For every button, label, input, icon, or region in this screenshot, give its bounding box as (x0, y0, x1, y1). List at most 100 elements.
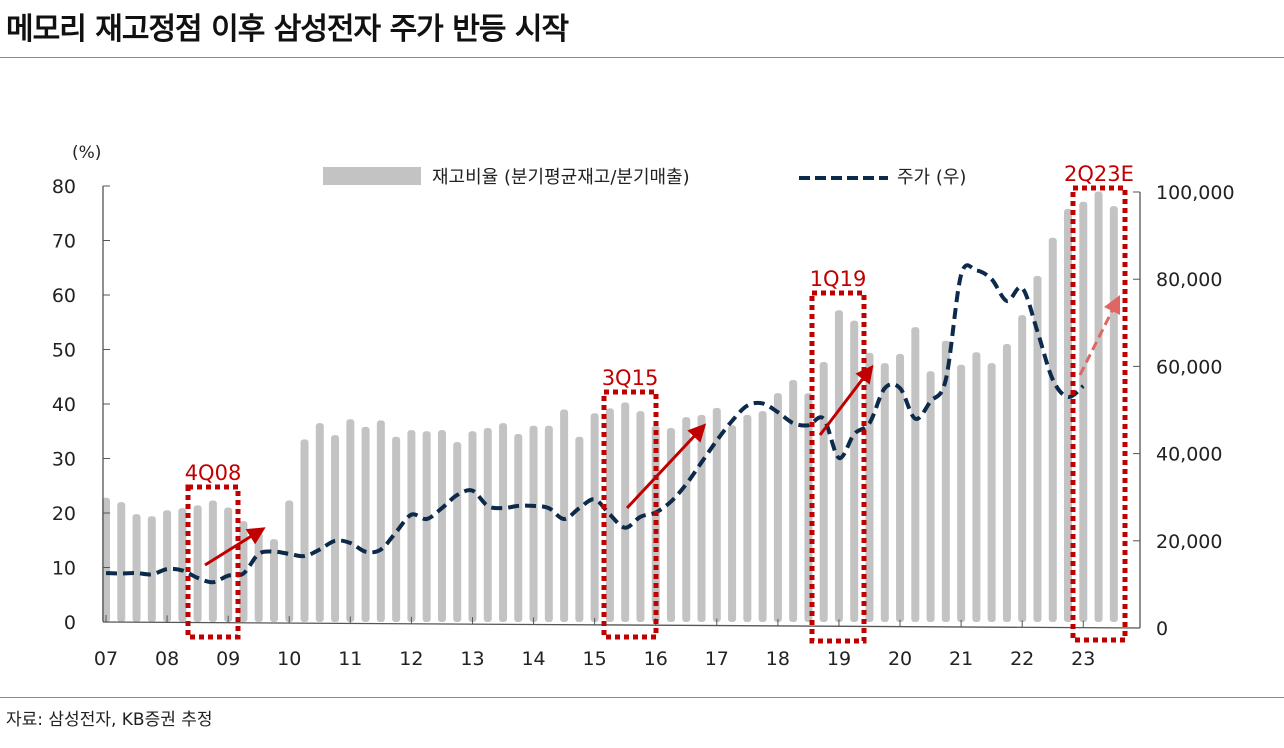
bar (1033, 275, 1042, 622)
bar (957, 364, 966, 622)
bar-series (102, 191, 1118, 623)
bar (437, 430, 446, 622)
legend-bar-label: 재고비율 (분기평균재고/분기매출) (432, 167, 690, 188)
right-tick-label: 20,000 (1156, 531, 1222, 553)
x-tick-label: 14 (521, 648, 545, 670)
trend-arrow (204, 527, 266, 567)
highlight-box (185, 484, 241, 640)
x-axis-line (102, 621, 1141, 629)
title-divider (0, 57, 1284, 58)
right-tick-label: 60,000 (1156, 356, 1222, 378)
bar (178, 508, 187, 622)
x-tick-label: 21 (949, 648, 973, 670)
right-tick-label: 100,000 (1156, 182, 1235, 204)
bar (224, 507, 233, 622)
x-tick-label: 23 (1071, 648, 1095, 670)
left-tick-label: 80 (52, 176, 76, 198)
bar (575, 436, 584, 622)
source-note: 자료: 삼성전자, KB증권 추정 (6, 710, 213, 730)
bar (285, 500, 294, 622)
trend-arrow (818, 364, 874, 436)
right-tick-label: 40,000 (1156, 444, 1222, 466)
bar (590, 413, 599, 622)
highlight-box (601, 389, 659, 640)
bar (789, 380, 798, 622)
bar (117, 502, 126, 622)
bar (1079, 201, 1088, 622)
x-tick-label: 10 (277, 648, 301, 670)
bar (468, 431, 477, 622)
axes: 0 10 20 30 40 50 60 70 80 0 20,000 40,000 60,000 80,0… (52, 176, 1235, 670)
bar (300, 439, 309, 622)
left-tick-label: 30 (52, 449, 76, 471)
x-tick-label: 22 (1010, 648, 1034, 670)
bar (269, 539, 278, 622)
bar (483, 427, 492, 622)
bar (682, 417, 691, 622)
x-tick-label: 09 (216, 648, 240, 670)
left-tick-label: 70 (52, 231, 76, 253)
bar (1002, 344, 1011, 622)
bar (407, 430, 416, 622)
bar (499, 423, 508, 622)
chart: 0 10 20 30 40 50 60 70 80 0 20,000 40,000 60,000 80,0… (52, 143, 1235, 670)
bar (880, 363, 889, 622)
bar (728, 425, 737, 622)
bar (514, 433, 523, 622)
highlight-label: 4Q08 (185, 461, 242, 485)
bar (773, 393, 782, 622)
bar (193, 505, 202, 622)
bar (102, 497, 110, 622)
bar (315, 423, 324, 622)
highlight-box (809, 290, 867, 644)
bar (132, 514, 141, 622)
bar (560, 409, 569, 622)
bar (529, 425, 538, 622)
x-tick-label: 08 (155, 648, 179, 670)
annotations: 4Q08 3Q15 1Q19 2Q23E (185, 162, 1134, 644)
bar (972, 352, 981, 622)
bar (163, 510, 172, 622)
bar (254, 532, 263, 622)
x-tick-label: 11 (338, 648, 362, 670)
bar (911, 327, 920, 622)
bar (758, 411, 767, 622)
right-tick-label: 0 (1156, 618, 1168, 640)
left-tick-label: 10 (52, 558, 76, 580)
price-line-series (105, 263, 1085, 585)
x-tick-label: 17 (705, 648, 729, 670)
price-line (105, 263, 1085, 585)
bar (896, 353, 905, 622)
source-divider (0, 697, 1284, 698)
legend: 재고비율 (분기평균재고/분기매출) 주가 (우) (323, 167, 966, 188)
bar (666, 427, 675, 622)
bar (147, 516, 156, 622)
bar (1018, 315, 1027, 622)
x-tick-label: 13 (460, 648, 484, 670)
bar (819, 362, 828, 622)
x-tick-label: 19 (827, 648, 851, 670)
bar (544, 425, 553, 622)
bar (605, 408, 614, 622)
bar (834, 310, 843, 622)
legend-line-label: 주가 (우) (897, 167, 966, 188)
bar (346, 419, 355, 622)
bar (331, 435, 340, 622)
bar (1064, 208, 1073, 622)
x-tick-label: 15 (583, 648, 607, 670)
bar (712, 407, 721, 622)
highlight-label: 2Q23E (1064, 162, 1134, 186)
bar (361, 426, 370, 622)
highlight-label: 3Q15 (602, 366, 659, 390)
left-tick-label: 40 (52, 394, 76, 416)
bar (376, 420, 385, 622)
left-tick-label: 0 (64, 612, 76, 634)
bar (941, 340, 950, 622)
right-tick-label: 80,000 (1156, 269, 1222, 291)
bar (1109, 206, 1118, 623)
left-tick-label: 60 (52, 285, 76, 307)
bar (865, 352, 874, 622)
left-tick-label: 50 (52, 340, 76, 362)
bar (1094, 191, 1103, 622)
bar (850, 320, 859, 622)
